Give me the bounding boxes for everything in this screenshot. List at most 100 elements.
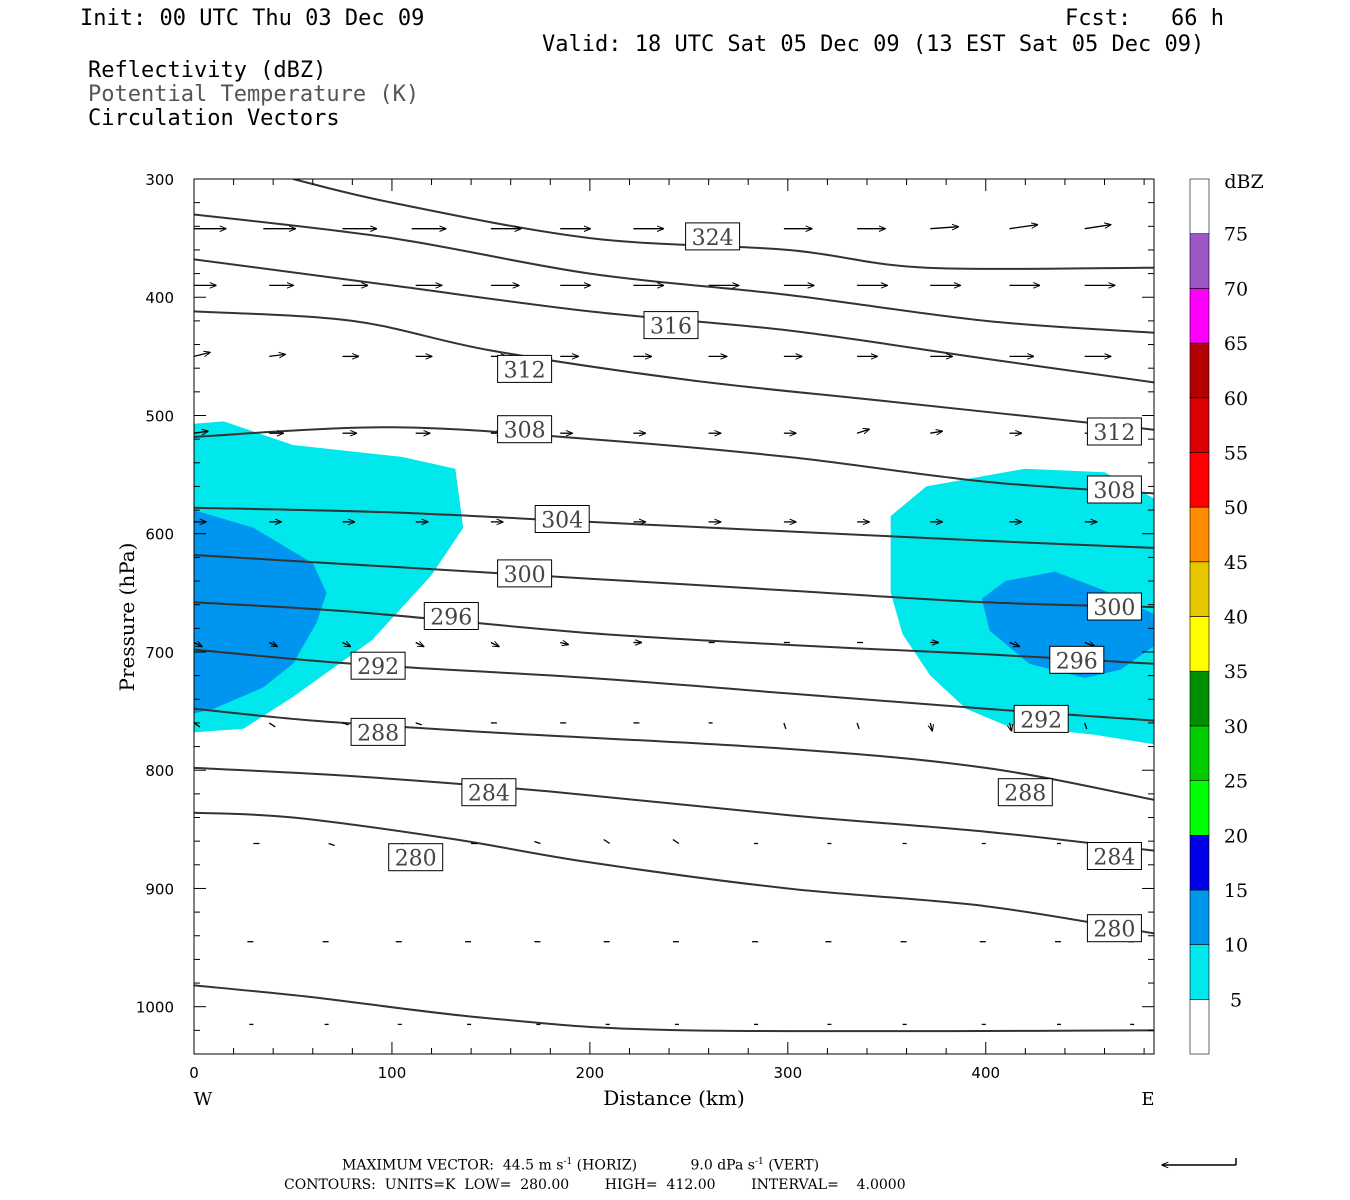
theta-label-text: 316 xyxy=(650,315,692,340)
colorbar-segment xyxy=(1189,178,1210,235)
theta-label-text: 300 xyxy=(504,563,546,588)
circulation-vector xyxy=(534,840,541,845)
theta-contour-288 xyxy=(194,707,1154,801)
theta-label-308: 308 xyxy=(497,415,553,444)
theta-label-292: 292 xyxy=(350,651,406,680)
colorbar-segment xyxy=(1189,670,1210,727)
vert-vector-tag: (VERT) xyxy=(768,1157,820,1174)
circulation-vector xyxy=(490,643,499,647)
theta-label-text: 280 xyxy=(395,847,437,872)
y-axis-label: Pressure (hPa) xyxy=(115,543,139,692)
theta-label-300: 300 xyxy=(1086,592,1142,621)
y-tick-label: 900 xyxy=(145,880,174,898)
theta-label-text: 312 xyxy=(504,358,546,383)
y-tick-label: 600 xyxy=(145,526,174,544)
colorbar-level-label: 25 xyxy=(1224,771,1248,793)
colorbar-level-label: 50 xyxy=(1224,497,1248,519)
theta-label-box xyxy=(423,602,479,630)
field-reflectivity-title: Reflectivity (dBZ) xyxy=(88,58,327,83)
theta-label-text: 288 xyxy=(357,721,399,746)
circulation-vector xyxy=(930,722,932,731)
max-vector-line: MAXIMUM VECTOR: 44.5 m s-1 (HORIZ) 9.0 d… xyxy=(342,1158,819,1173)
colorbar-level-label: 45 xyxy=(1224,552,1248,574)
theta-label-280: 280 xyxy=(388,843,444,872)
colorbar-level-label: 60 xyxy=(1224,388,1248,410)
theta-contour-292 xyxy=(194,648,1154,722)
theta-label-box xyxy=(1086,914,1142,943)
x-tick-label: 100 xyxy=(378,1064,407,1082)
colorbar-segment xyxy=(1189,944,1210,1000)
theta-label-284: 284 xyxy=(1086,842,1142,871)
circulation-vector xyxy=(1084,225,1111,230)
theta-label-box xyxy=(497,559,553,588)
theta-label-text: 280 xyxy=(1093,918,1135,943)
theta-contour-312 xyxy=(194,310,1154,431)
theta-label-box xyxy=(1086,842,1142,870)
y-tick-label: 300 xyxy=(145,171,174,189)
theta-label-280: 280 xyxy=(1086,914,1142,943)
colorbar-segment xyxy=(1189,889,1210,945)
theta-label-296: 296 xyxy=(1049,645,1105,674)
y-tick-label: 500 xyxy=(145,407,174,425)
colorbar-level-label: 30 xyxy=(1224,716,1248,738)
theta-label-300: 300 xyxy=(497,559,553,588)
contour-info-line: CONTOURS: UNITS=K LOW= 280.00 HIGH= 412.… xyxy=(284,1177,906,1193)
circulation-vector xyxy=(930,431,942,433)
circulation-vector xyxy=(342,722,349,726)
circulation-vector xyxy=(194,722,201,728)
colorbar: 5 10 15 20 25 30 35 40 45 50 55 60 65 70 75 xyxy=(1189,178,1248,1055)
horiz-vector-exponent: -1 xyxy=(563,1157,573,1167)
theta-contour-320 xyxy=(194,213,1154,334)
circulation-vector xyxy=(930,227,958,229)
x-axis-label: Distance (km) xyxy=(603,1086,745,1110)
theta-contour-308 xyxy=(194,426,1154,495)
y-tick-label: 800 xyxy=(145,762,174,780)
theta-label-box xyxy=(497,354,553,383)
colorbar-segment xyxy=(1189,561,1210,617)
plot-frame xyxy=(193,178,1155,1055)
field-theta-title: Potential Temperature (K) xyxy=(88,82,420,107)
theta-label-text: 288 xyxy=(1004,782,1046,807)
theta-label-box xyxy=(1086,592,1142,621)
colorbar-level-label: 15 xyxy=(1224,880,1248,902)
max-vector-label: MAXIMUM VECTOR: xyxy=(342,1157,494,1174)
circulation-vector xyxy=(194,643,202,647)
colorbar-segment xyxy=(1189,342,1210,399)
theta-label-284: 284 xyxy=(461,778,517,807)
circulation-vector xyxy=(194,352,210,356)
theta-contour-layer xyxy=(194,179,1154,1033)
colorbar-level-label: 65 xyxy=(1224,333,1248,355)
theta-label-box xyxy=(461,778,517,807)
circulation-vector xyxy=(672,838,680,845)
colorbar-segment xyxy=(1189,725,1210,781)
theta-label-316: 316 xyxy=(643,311,699,340)
theta-label-text: 296 xyxy=(1056,649,1098,674)
circulation-vector xyxy=(560,643,568,645)
theta-label-box xyxy=(997,778,1053,807)
theta-label-312: 312 xyxy=(1086,417,1142,446)
theta-label-box xyxy=(1049,645,1105,674)
colorbar-segment xyxy=(1189,834,1210,891)
y-tick-label: 700 xyxy=(145,644,174,662)
theta-label-308: 308 xyxy=(1086,475,1142,504)
circulation-vector xyxy=(415,722,422,726)
theta-label-box xyxy=(350,651,406,680)
colorbar-segment xyxy=(1189,506,1210,563)
circulation-vector xyxy=(856,722,860,730)
circulation-vector xyxy=(342,643,351,647)
circulation-vector xyxy=(1084,722,1088,730)
theta-label-text: 308 xyxy=(1093,479,1135,504)
theta-contour-284 xyxy=(194,766,1154,852)
circulation-vector xyxy=(603,838,611,845)
theta-label-box xyxy=(685,222,741,251)
theta-label-box xyxy=(534,505,590,533)
circulation-vector xyxy=(194,431,208,433)
theta-label-288: 288 xyxy=(350,717,406,746)
theta-label-text: 292 xyxy=(357,655,399,680)
theta-label-text: 284 xyxy=(1093,846,1135,871)
circulation-vector xyxy=(269,354,285,356)
vert-vector-value: 9.0 dPa s xyxy=(690,1157,755,1174)
theta-label-text: 284 xyxy=(468,782,510,807)
x-tick-label: 0 xyxy=(189,1064,199,1082)
